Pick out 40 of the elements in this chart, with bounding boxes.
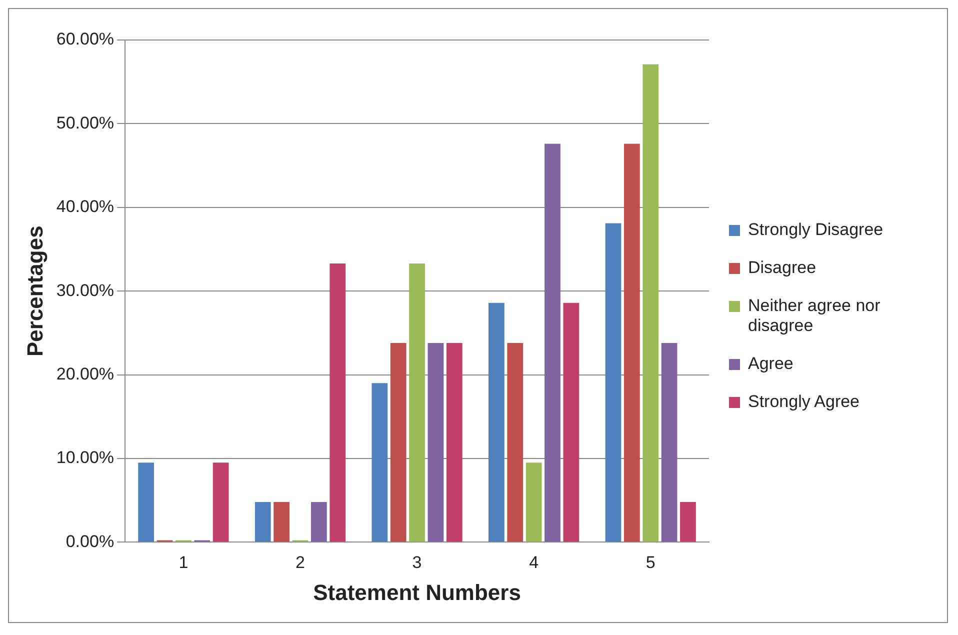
y-tick-label: 50.00% xyxy=(56,113,114,132)
bar xyxy=(372,383,388,542)
y-tick-label: 20.00% xyxy=(56,364,114,384)
bar xyxy=(507,342,524,542)
bar xyxy=(544,144,560,542)
legend-label: Disagree xyxy=(748,258,816,278)
y-axis-title: Percentages xyxy=(22,226,48,357)
bar xyxy=(212,462,229,542)
bar xyxy=(274,502,290,542)
x-axis-title: Statement Numbers xyxy=(313,580,521,605)
x-tick-label: 5 xyxy=(646,553,656,572)
bar xyxy=(310,502,327,542)
x-tick-label: 4 xyxy=(529,553,539,572)
bar xyxy=(428,342,444,542)
y-tick-label: 40.00% xyxy=(56,197,114,216)
bar xyxy=(642,64,659,542)
legend-label: Strongly Agree xyxy=(748,392,860,412)
bar xyxy=(661,342,678,542)
bar xyxy=(409,263,425,542)
bar xyxy=(605,223,622,542)
legend-label: Agree xyxy=(748,354,794,374)
y-tick-label: 30.00% xyxy=(56,280,114,300)
bar xyxy=(254,502,271,542)
y-tick-label: 0.00% xyxy=(66,532,114,551)
bar xyxy=(526,462,542,542)
bar xyxy=(330,263,346,542)
bar xyxy=(680,502,696,542)
legend-label: Neither agree nor disagree xyxy=(748,296,882,336)
bar xyxy=(488,302,504,542)
bar xyxy=(446,342,462,542)
x-tick-label: 3 xyxy=(412,553,422,572)
y-tick-label: 10.00% xyxy=(56,448,114,468)
bar xyxy=(624,144,640,542)
x-tick-label: 2 xyxy=(296,553,305,572)
bar xyxy=(563,302,580,542)
bar xyxy=(390,342,406,542)
legend-label: Strongly Disagree xyxy=(748,220,884,240)
y-tick-label: 60.00% xyxy=(56,30,114,49)
bar xyxy=(138,462,154,542)
x-tick-label: 1 xyxy=(178,553,188,572)
